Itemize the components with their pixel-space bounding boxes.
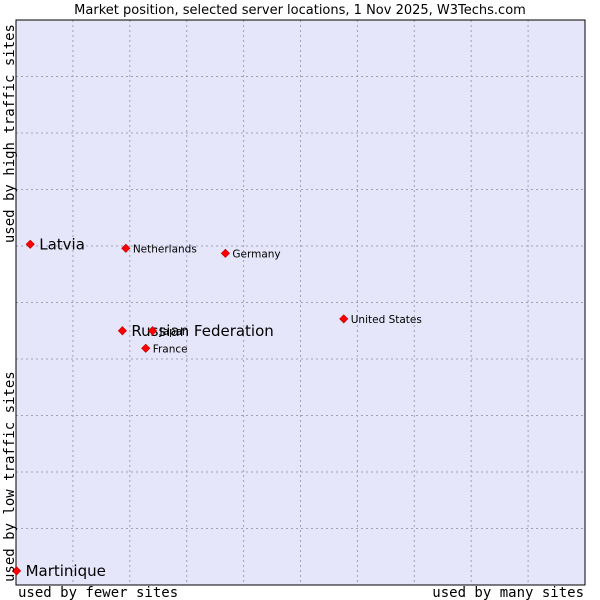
data-label-france: France [153,343,188,355]
x-axis-label-left: used by fewer sites [18,585,178,600]
data-point-france [141,343,151,353]
data-point-united-states [339,314,349,324]
data-label-germany: Germany [232,248,280,260]
data-label-russian-federation: Russian Federation [131,322,273,340]
data-label-netherlands: Netherlands [133,243,197,255]
data-point-russian-federation [117,326,127,336]
data-label-martinique: Martinique [26,562,106,580]
y-axis-label-top: used by high traffic sites [2,24,18,243]
data-point-martinique [12,566,22,576]
data-label-japan: Japan [159,326,189,338]
plot-frame [15,19,586,586]
data-label-latvia: Latvia [39,235,85,253]
y-axis-label-bottom: used by low traffic sites [2,371,18,582]
data-point-germany [220,248,230,258]
data-point-japan [147,326,158,336]
data-point-latvia [25,239,35,249]
chart-title: Market position, selected server locatio… [74,3,526,18]
x-axis-label-right: used by many sites [432,585,584,600]
data-point-netherlands [121,243,131,253]
data-label-united-states: United States [351,314,422,326]
